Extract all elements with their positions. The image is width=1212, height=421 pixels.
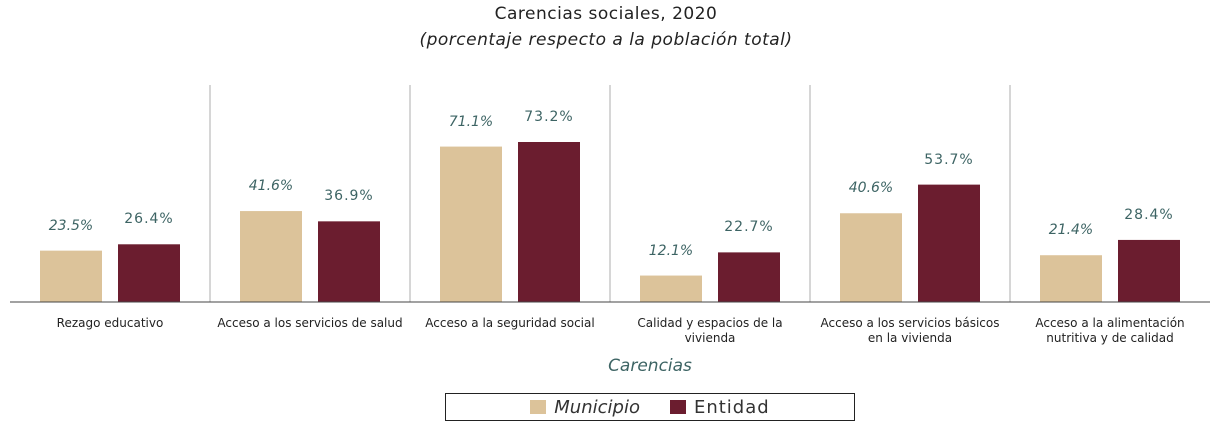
x-axis-label: Carencias <box>608 356 692 376</box>
bar <box>440 146 502 302</box>
chart-subtitle: (porcentaje respecto a la población tota… <box>419 30 793 50</box>
x-tick-label: Rezago educativo <box>56 316 164 330</box>
data-label: 23.5% <box>48 217 94 234</box>
data-label: 53.7% <box>924 151 974 168</box>
legend-swatch <box>530 400 547 414</box>
bar <box>40 250 102 302</box>
x-tick-label: Acceso a los servicios básicos en la viv… <box>820 316 1000 345</box>
legend-item: Municipio <box>530 397 640 418</box>
data-label: 40.6% <box>848 180 894 197</box>
data-label: 73.2% <box>524 109 574 125</box>
data-label: 12.1% <box>648 242 694 259</box>
bar <box>118 244 180 302</box>
data-label: 41.6% <box>248 178 294 195</box>
x-tick-label: Acceso a la alimentación nutritiva y de … <box>1035 316 1185 345</box>
legend-item: Entidad <box>669 396 770 418</box>
data-label: 71.1% <box>448 113 494 130</box>
data-label: 21.4% <box>1048 222 1094 239</box>
legend-label: Entidad <box>693 396 770 418</box>
chart-title: Carencias sociales, 2020 <box>494 4 718 24</box>
legend-swatch <box>669 400 686 414</box>
bar <box>1040 255 1102 302</box>
x-tick-label: Acceso a los servicios de salud <box>217 316 403 330</box>
data-label: 36.9% <box>324 188 374 205</box>
data-label: 28.4% <box>1124 206 1174 223</box>
bar <box>640 275 702 302</box>
legend-label: Municipio <box>554 396 640 418</box>
bar <box>318 221 380 302</box>
bar <box>518 142 580 302</box>
bar <box>718 252 780 302</box>
bar <box>840 213 902 302</box>
x-tick-label: Acceso a la seguridad social <box>425 316 595 330</box>
legend: Municipio Entidad <box>445 393 855 421</box>
bar <box>240 211 302 302</box>
bar <box>918 184 980 302</box>
bar <box>1118 239 1180 302</box>
data-label: 26.4% <box>124 211 174 228</box>
x-tick-label: Calidad y espacios de la vivienda <box>637 316 783 345</box>
data-label: 22.7% <box>724 219 774 236</box>
